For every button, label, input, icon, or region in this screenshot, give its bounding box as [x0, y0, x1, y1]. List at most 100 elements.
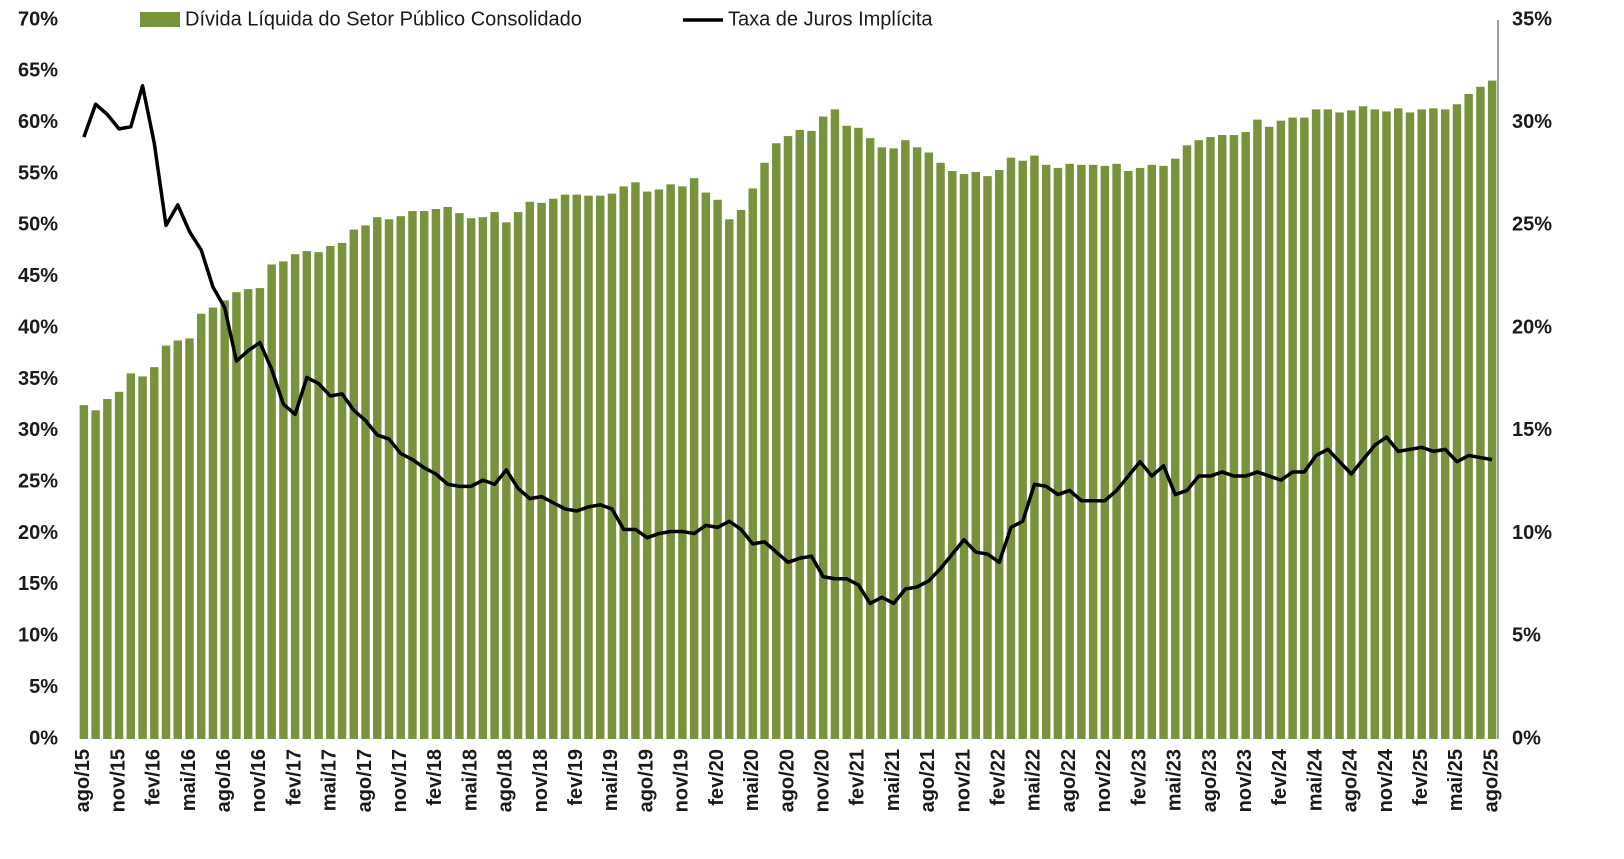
bar	[337, 242, 347, 739]
bar	[1053, 167, 1063, 739]
bar	[1077, 164, 1086, 739]
bar	[1135, 167, 1145, 739]
bar	[455, 213, 464, 740]
y2-tick-label: 30%	[1512, 111, 1552, 133]
y2-tick-label: 25%	[1512, 214, 1552, 236]
x-tick-label: fev/24	[1269, 748, 1291, 806]
x-tick-label: ago/22	[1058, 749, 1080, 812]
x-tick-label: mai/22	[1023, 749, 1045, 811]
x-tick-label: mai/20	[741, 749, 763, 811]
x-tick-label: ago/16	[213, 749, 235, 812]
bar	[490, 212, 499, 740]
bar	[1276, 120, 1286, 739]
x-tick-label: ago/24	[1340, 748, 1362, 812]
y2-tick-label: 10%	[1512, 522, 1552, 544]
bar	[1440, 109, 1450, 739]
bar	[1452, 104, 1462, 740]
x-tick-label: nov/24	[1375, 748, 1397, 812]
bar	[772, 143, 781, 739]
bar	[1264, 126, 1274, 739]
bar	[1335, 112, 1344, 739]
bar	[1018, 160, 1027, 739]
x-tick-label: mai/21	[882, 749, 904, 811]
bar	[279, 261, 288, 739]
bar	[1241, 131, 1250, 740]
bar	[1476, 86, 1485, 739]
bar	[243, 289, 253, 739]
bar	[889, 148, 898, 740]
legend-label: Dívida Líquida do Setor Público Consolid…	[185, 8, 582, 30]
bar	[1394, 108, 1403, 739]
bar	[678, 186, 687, 739]
bar	[642, 191, 652, 740]
x-tick-label: nov/23	[1234, 749, 1256, 812]
bar	[818, 116, 828, 739]
x-tick-label: fev/20	[706, 749, 728, 806]
x-tick-label: fev/19	[565, 749, 587, 806]
bar	[1311, 109, 1321, 739]
bar	[408, 211, 417, 739]
bar	[701, 192, 711, 739]
bar	[1229, 135, 1239, 740]
x-tick-label: mai/18	[459, 749, 481, 811]
bar	[1147, 164, 1157, 739]
bar	[373, 217, 382, 739]
bar	[302, 251, 312, 739]
bar	[114, 391, 124, 739]
bar	[865, 138, 875, 739]
x-tick-label: mai/24	[1304, 748, 1326, 811]
bar	[1065, 163, 1074, 740]
y-tick-label: 45%	[18, 265, 58, 287]
bar	[150, 367, 159, 739]
bar	[478, 217, 488, 739]
bar	[314, 252, 323, 740]
x-tick-label: nov/21	[952, 749, 974, 812]
bar	[419, 211, 429, 739]
x-tick-label: ago/25	[1480, 749, 1502, 812]
bar	[349, 229, 359, 739]
bar	[1487, 80, 1497, 739]
bar	[1159, 165, 1168, 740]
bar	[830, 109, 840, 739]
bar	[795, 129, 804, 739]
bar	[513, 212, 523, 740]
bar	[396, 216, 405, 740]
y-tick-label: 20%	[18, 522, 58, 544]
y-tick-label: 50%	[18, 214, 58, 236]
bar	[1382, 111, 1391, 739]
bar	[842, 125, 851, 739]
bar	[173, 340, 182, 739]
x-tick-label: nov/15	[107, 749, 129, 812]
bar	[959, 174, 969, 740]
bar	[713, 199, 722, 739]
bar	[1112, 163, 1121, 740]
bar	[631, 182, 640, 739]
x-tick-label: fev/16	[143, 749, 165, 806]
bar	[1088, 164, 1098, 739]
x-tick-label: fev/25	[1410, 749, 1432, 806]
x-tick-label: ago/21	[917, 749, 939, 812]
bar	[361, 225, 370, 739]
bar	[877, 147, 887, 739]
bar	[537, 202, 546, 739]
bar	[1124, 170, 1133, 740]
bar	[725, 219, 734, 739]
bar	[1217, 135, 1227, 740]
y-tick-label: 30%	[18, 419, 58, 441]
x-tick-label: mai/17	[319, 749, 341, 811]
bar	[983, 176, 992, 739]
y2-tick-label: 35%	[1512, 8, 1552, 30]
bar	[232, 292, 241, 739]
bar	[267, 264, 276, 739]
bar	[196, 313, 206, 739]
y-tick-label: 40%	[18, 316, 58, 338]
bar	[584, 195, 593, 740]
y2-tick-label: 0%	[1512, 727, 1541, 749]
x-tick-label: ago/20	[776, 749, 798, 812]
bar	[1171, 158, 1180, 739]
bar	[854, 127, 863, 740]
bar	[560, 194, 570, 740]
x-tick-label: mai/19	[600, 749, 622, 811]
bar	[1323, 109, 1333, 739]
